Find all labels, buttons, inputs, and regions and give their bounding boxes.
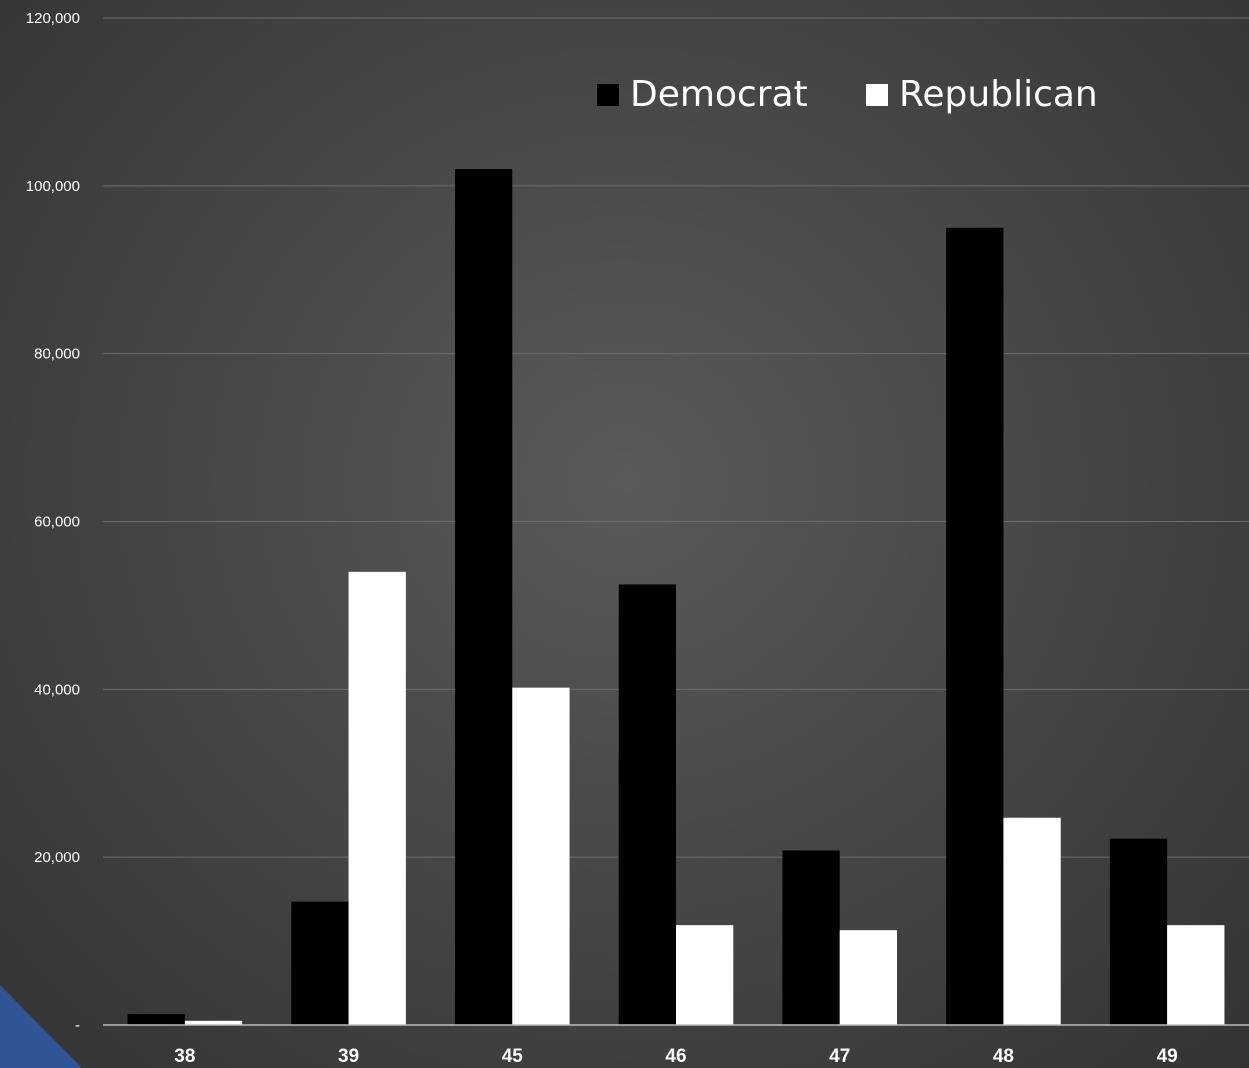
x-tick-label: 46 <box>665 1046 686 1067</box>
y-axis-ticks: - 20,000 40,000 60,000 80,000 100,000 120,000 <box>26 10 80 1034</box>
bar-democrat-49 <box>1110 839 1167 1025</box>
y-tick-label: 40,000 <box>34 681 80 698</box>
y-tick-label: 80,000 <box>34 346 80 363</box>
y-tick-label: 120,000 <box>26 10 80 27</box>
bar-republican-47 <box>840 930 897 1025</box>
corner-decoration <box>0 985 82 1068</box>
bar-republican-49 <box>1167 925 1224 1025</box>
bars <box>128 169 1225 1025</box>
legend-swatch-democrat <box>597 84 619 106</box>
bar-democrat-47 <box>782 850 839 1025</box>
x-tick-label: 45 <box>502 1046 524 1067</box>
y-tick-label: 100,000 <box>26 178 80 195</box>
bar-republican-45 <box>512 688 569 1025</box>
x-tick-label: 48 <box>993 1046 1014 1067</box>
bar-republican-46 <box>676 925 733 1025</box>
bar-democrat-46 <box>619 584 676 1025</box>
x-tick-label: 38 <box>174 1046 195 1067</box>
bar-democrat-38 <box>128 1014 185 1025</box>
x-tick-label: 39 <box>338 1046 359 1067</box>
legend-label-democrat: Democrat <box>630 74 808 115</box>
y-tick-label: 60,000 <box>34 514 80 531</box>
bar-republican-39 <box>349 572 406 1025</box>
y-tick-label: - <box>75 1017 80 1034</box>
x-tick-label: 49 <box>1157 1046 1178 1067</box>
x-tick-label: 47 <box>829 1046 850 1067</box>
bar-democrat-45 <box>455 169 512 1025</box>
y-tick-label: 20,000 <box>34 849 80 866</box>
legend-label-republican: Republican <box>899 74 1098 115</box>
bar-democrat-39 <box>291 902 348 1025</box>
bar-republican-48 <box>1003 818 1060 1025</box>
x-axis-ticks: 38 39 45 46 47 48 49 <box>174 1046 1177 1067</box>
legend: Democrat Republican <box>597 74 1098 115</box>
bar-democrat-48 <box>946 228 1003 1025</box>
legend-swatch-republican <box>866 84 888 106</box>
